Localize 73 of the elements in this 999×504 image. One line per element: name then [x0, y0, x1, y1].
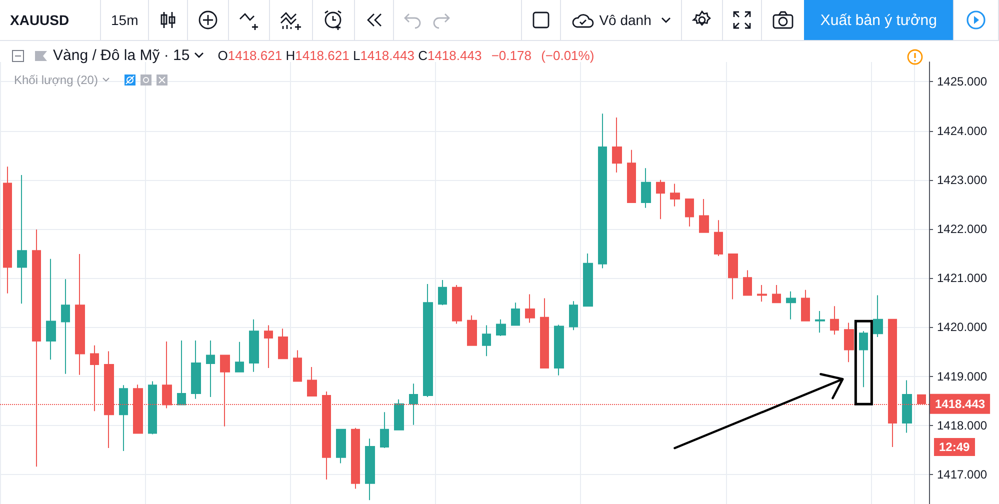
text: XAUUSD [10, 12, 70, 28]
candlestick [844, 322, 854, 363]
candlestick [336, 428, 346, 464]
candlestick [365, 438, 375, 501]
candlestick [177, 340, 186, 406]
y-tick-label: 1419.000 [937, 369, 988, 384]
annotation: Khối lượng (20) [14, 73, 98, 87]
y-tick-label: 1421.000 [937, 271, 988, 286]
candlestick [438, 280, 447, 306]
candlestick [467, 314, 477, 346]
candlestick [351, 427, 360, 490]
y-tick-label: 1417.000 [937, 468, 988, 482]
candlestick [148, 380, 157, 435]
candlestick [685, 198, 694, 228]
chart-title: Vàng / Đô la Mỹ · 15 [53, 47, 190, 64]
candlestick [380, 412, 389, 449]
candlestick [554, 324, 564, 376]
candlestick [902, 380, 912, 434]
candlestick [757, 284, 767, 302]
candlestick [743, 270, 752, 296]
candlestick [409, 383, 418, 426]
y-tick-label: 1424.000 [937, 124, 988, 138]
candlestick [235, 341, 244, 372]
candlestick [612, 116, 622, 173]
candlestick [307, 366, 317, 396]
candlestick [496, 318, 506, 337]
candlestick [525, 294, 535, 324]
candlestick [482, 324, 491, 357]
candlestick [46, 258, 56, 360]
candlestick [583, 253, 593, 307]
candlestick [278, 328, 288, 360]
candlestick [249, 318, 259, 372]
candlestick [641, 168, 651, 208]
candlestick [598, 113, 607, 269]
candlestick [569, 300, 578, 331]
candlestick [293, 350, 302, 382]
candlestick [859, 330, 868, 388]
candlestick [423, 283, 433, 398]
candlestick [540, 298, 549, 368]
candlestick [511, 302, 520, 326]
candlestick [61, 278, 70, 374]
candlestick [3, 166, 12, 294]
y-tick-label: 1425.000 [937, 74, 988, 89]
candlestick [119, 384, 128, 452]
candlestick [206, 340, 215, 398]
candlestick [801, 289, 810, 322]
text: Xuất bản ý tưởng [804, 0, 953, 40]
candlestick [191, 340, 201, 400]
candlestick [656, 179, 665, 220]
text: Vô danh [599, 12, 652, 28]
text: O1418.621 H1418.621 L1418.443 C1418.443 −0.178 (−0.01%) [218, 48, 594, 63]
candlestick [714, 220, 723, 256]
candlestick [830, 306, 839, 336]
candlestick [627, 149, 636, 203]
y-tick-label: 1423.000 [937, 172, 988, 187]
candlestick [452, 284, 462, 324]
candlestick [699, 198, 709, 233]
text: 12:49 [934, 438, 975, 456]
candlestick [670, 183, 680, 207]
candlestick [728, 253, 738, 300]
y-tick-label: 1422.000 [937, 222, 988, 236]
candlestick [264, 324, 273, 368]
ref-line-label: 1418.443 [935, 396, 986, 411]
candlestick [815, 310, 825, 334]
candlestick [394, 398, 404, 430]
text: 15m [111, 12, 138, 28]
y-tick-label: 1420.000 [937, 320, 988, 334]
y-tick-label: 1418.000 [937, 418, 988, 432]
candlestick [772, 284, 781, 304]
candlestick [17, 174, 27, 304]
candlestick [75, 254, 85, 376]
candlestick [873, 294, 883, 338]
candlestick [786, 290, 796, 320]
